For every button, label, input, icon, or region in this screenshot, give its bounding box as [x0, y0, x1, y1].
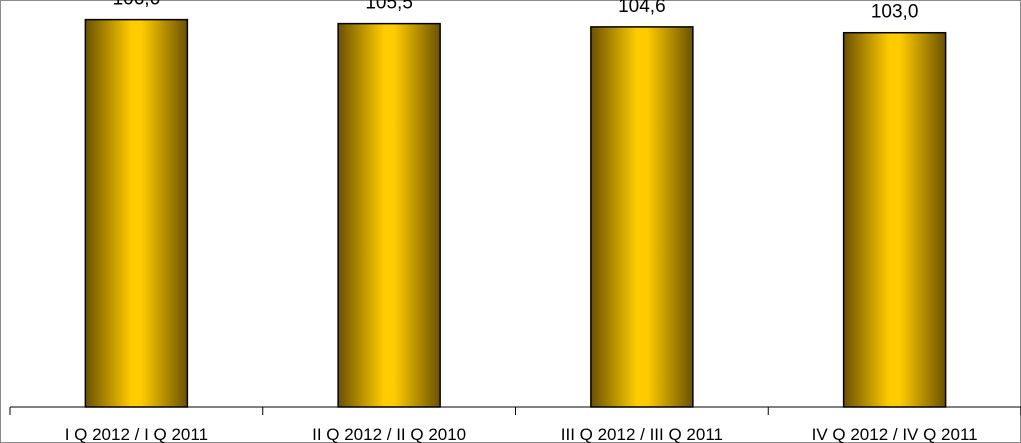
x-tick-label: II Q 2012 / II Q 2010 [312, 425, 466, 443]
data-label: 106,6 [113, 0, 161, 10]
x-tick-labels-group: I Q 2012 / I Q 2011 II Q 2012 / II Q 2010… [65, 425, 978, 443]
bar [84, 18, 189, 408]
x-tick-label: IV Q 2012 / IV Q 2011 [812, 425, 978, 443]
bar [590, 26, 694, 408]
x-axis-ticks [9, 407, 1021, 415]
bars-group [84, 18, 947, 408]
bar [842, 31, 947, 408]
data-label: 105,5 [365, 0, 413, 14]
value-labels-group: 106,6 105,5 104,6 103,0 [113, 0, 919, 23]
bar [337, 22, 441, 408]
data-label: 104,6 [618, 0, 666, 17]
data-label: 103,0 [871, 2, 919, 23]
x-tick-label: III Q 2012 / III Q 2011 [561, 425, 723, 443]
x-tick-label: I Q 2012 / I Q 2011 [65, 425, 208, 443]
